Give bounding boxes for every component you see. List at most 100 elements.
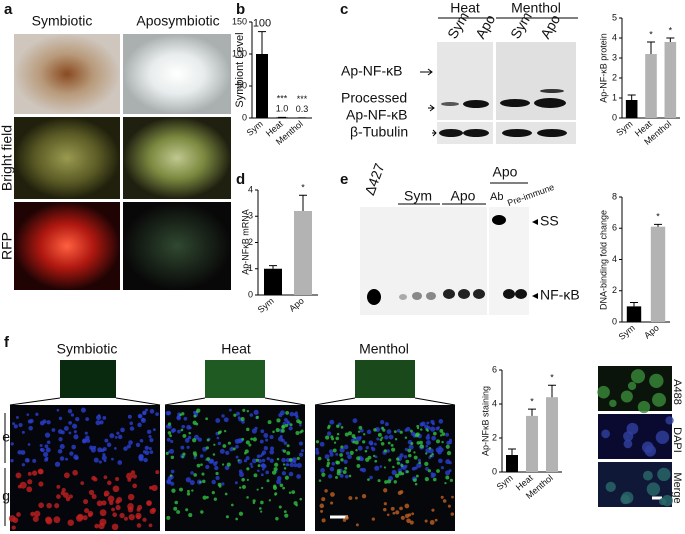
cell xyxy=(416,462,422,468)
cell xyxy=(373,428,377,432)
cell xyxy=(235,455,239,459)
cell xyxy=(128,513,135,521)
cell xyxy=(439,429,444,433)
cell xyxy=(253,473,258,478)
cell xyxy=(112,512,118,518)
cell xyxy=(369,441,374,446)
cell xyxy=(37,468,44,475)
cell xyxy=(324,454,330,460)
band xyxy=(367,289,381,305)
cell xyxy=(141,417,145,422)
photo xyxy=(14,202,120,290)
group-label: Heat xyxy=(450,0,480,16)
cell xyxy=(102,453,106,457)
cell xyxy=(396,461,401,465)
y-tick-label: 5 xyxy=(612,12,617,22)
cell xyxy=(394,438,398,441)
cell xyxy=(427,469,431,473)
cell xyxy=(138,414,142,419)
cell xyxy=(252,437,257,442)
cell xyxy=(260,473,264,477)
band xyxy=(439,129,463,137)
cell xyxy=(42,451,49,458)
cell xyxy=(415,474,419,478)
cell xyxy=(245,456,250,461)
cell xyxy=(74,455,79,461)
cell xyxy=(336,424,340,428)
cell xyxy=(272,485,278,491)
cell xyxy=(106,442,112,448)
cell xyxy=(265,470,270,475)
cell xyxy=(373,442,377,446)
cell xyxy=(99,509,107,517)
cell xyxy=(300,429,304,433)
cell xyxy=(379,438,383,442)
error-bar xyxy=(630,301,638,307)
cell xyxy=(193,453,198,457)
cell xyxy=(224,465,230,471)
cell xyxy=(183,416,188,421)
cell xyxy=(284,475,289,480)
cell xyxy=(35,412,39,416)
cell xyxy=(67,408,73,414)
y-tick-label: 0 xyxy=(612,316,617,326)
cell xyxy=(386,513,390,517)
cell xyxy=(406,518,411,524)
cell xyxy=(273,467,278,472)
y-tick-label: 0 xyxy=(242,112,247,122)
x-tick-label: Apo xyxy=(642,323,661,341)
cell xyxy=(300,449,304,453)
cell xyxy=(349,450,354,455)
cell xyxy=(336,460,341,465)
cell xyxy=(155,412,159,417)
cell xyxy=(256,469,260,473)
cell xyxy=(597,385,610,399)
cell xyxy=(283,418,288,422)
panel-label: e xyxy=(340,171,348,188)
cell xyxy=(16,512,21,517)
cell xyxy=(193,473,197,477)
column-label: Aposymbiotic xyxy=(136,13,219,29)
cell xyxy=(399,490,404,494)
cell xyxy=(327,426,331,430)
cell xyxy=(344,466,348,470)
cell xyxy=(15,416,19,419)
cell xyxy=(288,426,293,431)
y-tick-label: 4 xyxy=(612,32,617,42)
cell xyxy=(20,450,26,455)
cell xyxy=(293,463,298,468)
cell xyxy=(329,419,335,425)
cell xyxy=(101,500,107,506)
cell xyxy=(432,477,437,482)
cell xyxy=(342,470,347,474)
cell xyxy=(39,443,43,447)
y-tick-label: 3 xyxy=(248,211,253,221)
cell xyxy=(185,508,189,512)
cell xyxy=(359,456,364,462)
cell xyxy=(144,450,150,456)
cell xyxy=(627,381,637,391)
cell xyxy=(404,436,408,439)
cell xyxy=(120,427,125,433)
cell xyxy=(186,445,190,449)
cell xyxy=(383,449,387,453)
cell xyxy=(177,429,181,434)
cell xyxy=(124,516,128,521)
band xyxy=(399,294,407,300)
cell xyxy=(286,451,291,455)
error-bar xyxy=(647,41,655,54)
lane-label: Pre-immune xyxy=(506,182,555,208)
cell xyxy=(371,517,375,521)
cell xyxy=(112,485,120,493)
cell xyxy=(315,440,320,444)
photo xyxy=(123,34,231,114)
cell xyxy=(186,492,191,496)
cell xyxy=(205,446,209,450)
cell xyxy=(184,438,190,443)
cell xyxy=(269,446,275,451)
x-tick-label: Sym xyxy=(256,296,276,315)
cell xyxy=(447,504,451,508)
cell xyxy=(335,476,338,479)
cell xyxy=(205,417,208,421)
cell xyxy=(116,496,123,503)
